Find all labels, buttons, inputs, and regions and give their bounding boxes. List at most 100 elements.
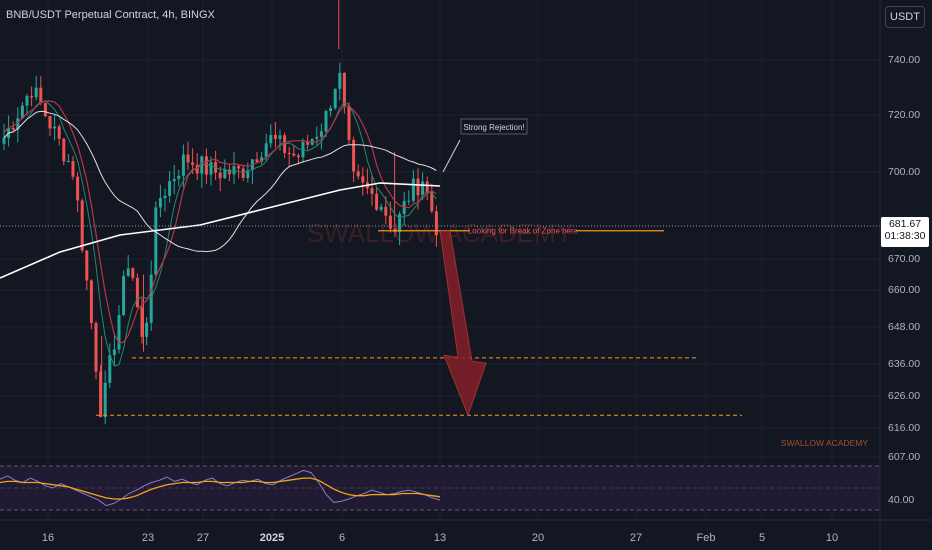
candle-body: [71, 161, 75, 177]
candle-body: [195, 164, 199, 174]
candle-body: [135, 277, 139, 308]
candle-body: [48, 116, 52, 129]
price-tick-label: 660.00: [888, 284, 921, 296]
candle-body: [269, 134, 273, 144]
candle-body: [126, 268, 130, 276]
candle-body: [66, 161, 70, 163]
candle-body: [296, 155, 300, 158]
ma-red-line: [3, 100, 437, 344]
candle-body: [122, 275, 126, 316]
time-tick-label: 2025: [259, 532, 285, 544]
candle-body: [329, 108, 333, 112]
candle-body: [388, 215, 392, 229]
candle-body: [430, 192, 434, 212]
time-tick-label: 6: [338, 532, 346, 544]
candle-body: [425, 181, 429, 193]
last-price-tag: 681.67 01:38:30: [881, 217, 929, 247]
candle-body: [370, 188, 374, 194]
time-tick-label: 16: [41, 532, 55, 544]
candle-body: [375, 193, 379, 210]
candle-body: [292, 153, 296, 156]
candle-body: [347, 106, 351, 140]
price-tick-label: 720.00: [888, 109, 921, 121]
candle-body: [384, 206, 388, 216]
candle-body: [306, 141, 310, 145]
candle-body: [241, 168, 245, 178]
candle-body: [99, 371, 103, 418]
time-tick-label: 27: [629, 532, 643, 544]
price-tick-label: 670.00: [888, 253, 921, 265]
candle-body: [34, 87, 38, 98]
candle-body: [237, 166, 241, 169]
time-tick-label: 13: [433, 532, 447, 544]
candle-body: [209, 162, 213, 175]
candle-body: [16, 118, 20, 130]
candle-body: [342, 72, 346, 107]
candle-body: [287, 152, 291, 154]
candle-body: [181, 154, 185, 176]
rsi-band: [0, 466, 880, 510]
rejection-callout-box: [460, 118, 528, 135]
candle-body: [158, 198, 162, 208]
currency-button[interactable]: USDT: [885, 6, 925, 28]
candle-body: [20, 105, 24, 119]
rsi-line: [0, 469, 441, 507]
candle-body: [379, 206, 383, 210]
last-price-value: 681.67: [888, 218, 922, 230]
candle-body: [278, 135, 282, 139]
candle-body: [319, 131, 323, 137]
candle-body: [204, 156, 208, 175]
price-tick-label: 648.00: [888, 321, 921, 333]
candle-body: [149, 274, 153, 323]
rsi-tick-label: 40.00: [888, 494, 915, 506]
candle-body: [324, 111, 328, 132]
time-tick-label: 10: [825, 532, 839, 544]
candle-body: [39, 87, 43, 104]
candle-body: [168, 181, 172, 196]
candle-body: [246, 170, 250, 178]
candle-body: [103, 382, 107, 418]
candle-body: [186, 154, 190, 163]
candle-body: [57, 126, 61, 139]
candle-body: [131, 268, 135, 278]
candle-body: [434, 211, 438, 236]
countdown-value: 01:38:30: [884, 230, 926, 242]
candle-body: [53, 126, 57, 129]
candle-body: [94, 323, 98, 372]
candle-body: [361, 176, 365, 183]
candle-body: [25, 96, 29, 106]
price-tick-label: 616.00: [888, 422, 921, 434]
candle-body: [112, 349, 116, 355]
candle-body: [2, 138, 6, 144]
candle-body: [421, 181, 425, 196]
candle-body: [62, 138, 66, 162]
candle-body: [338, 72, 342, 89]
candle-body: [260, 157, 264, 162]
candle-body: [43, 103, 47, 117]
time-tick-label: 27: [196, 532, 210, 544]
ma-grey-line: [3, 110, 437, 253]
candle-body: [273, 134, 277, 139]
candle-body: [163, 195, 167, 199]
candle-body: [315, 136, 319, 139]
candle-body: [398, 213, 402, 233]
candle-body: [89, 280, 93, 324]
price-tick-label: 626.00: [888, 390, 921, 402]
candle-body: [117, 315, 121, 350]
break-zone-label: Looking for Break of Zone here: [468, 227, 579, 236]
candle-body: [255, 159, 259, 162]
candle-body: [76, 176, 80, 201]
rejection-callout-text: Strong Rejection!: [463, 123, 524, 132]
candle-body: [218, 172, 222, 179]
rejection-callout-pointer: [442, 139, 461, 173]
candle-body: [80, 200, 84, 251]
candle-body: [11, 127, 15, 130]
candle-body: [140, 307, 144, 337]
time-tick-label: 23: [141, 532, 155, 544]
projection-arrow: [439, 230, 487, 417]
time-tick-label: Feb: [696, 532, 716, 544]
candle-body: [85, 250, 89, 281]
chart-title: BNB/USDT Perpetual Contract, 4h, BINGX: [6, 9, 215, 21]
ma-green-line: [3, 100, 437, 367]
